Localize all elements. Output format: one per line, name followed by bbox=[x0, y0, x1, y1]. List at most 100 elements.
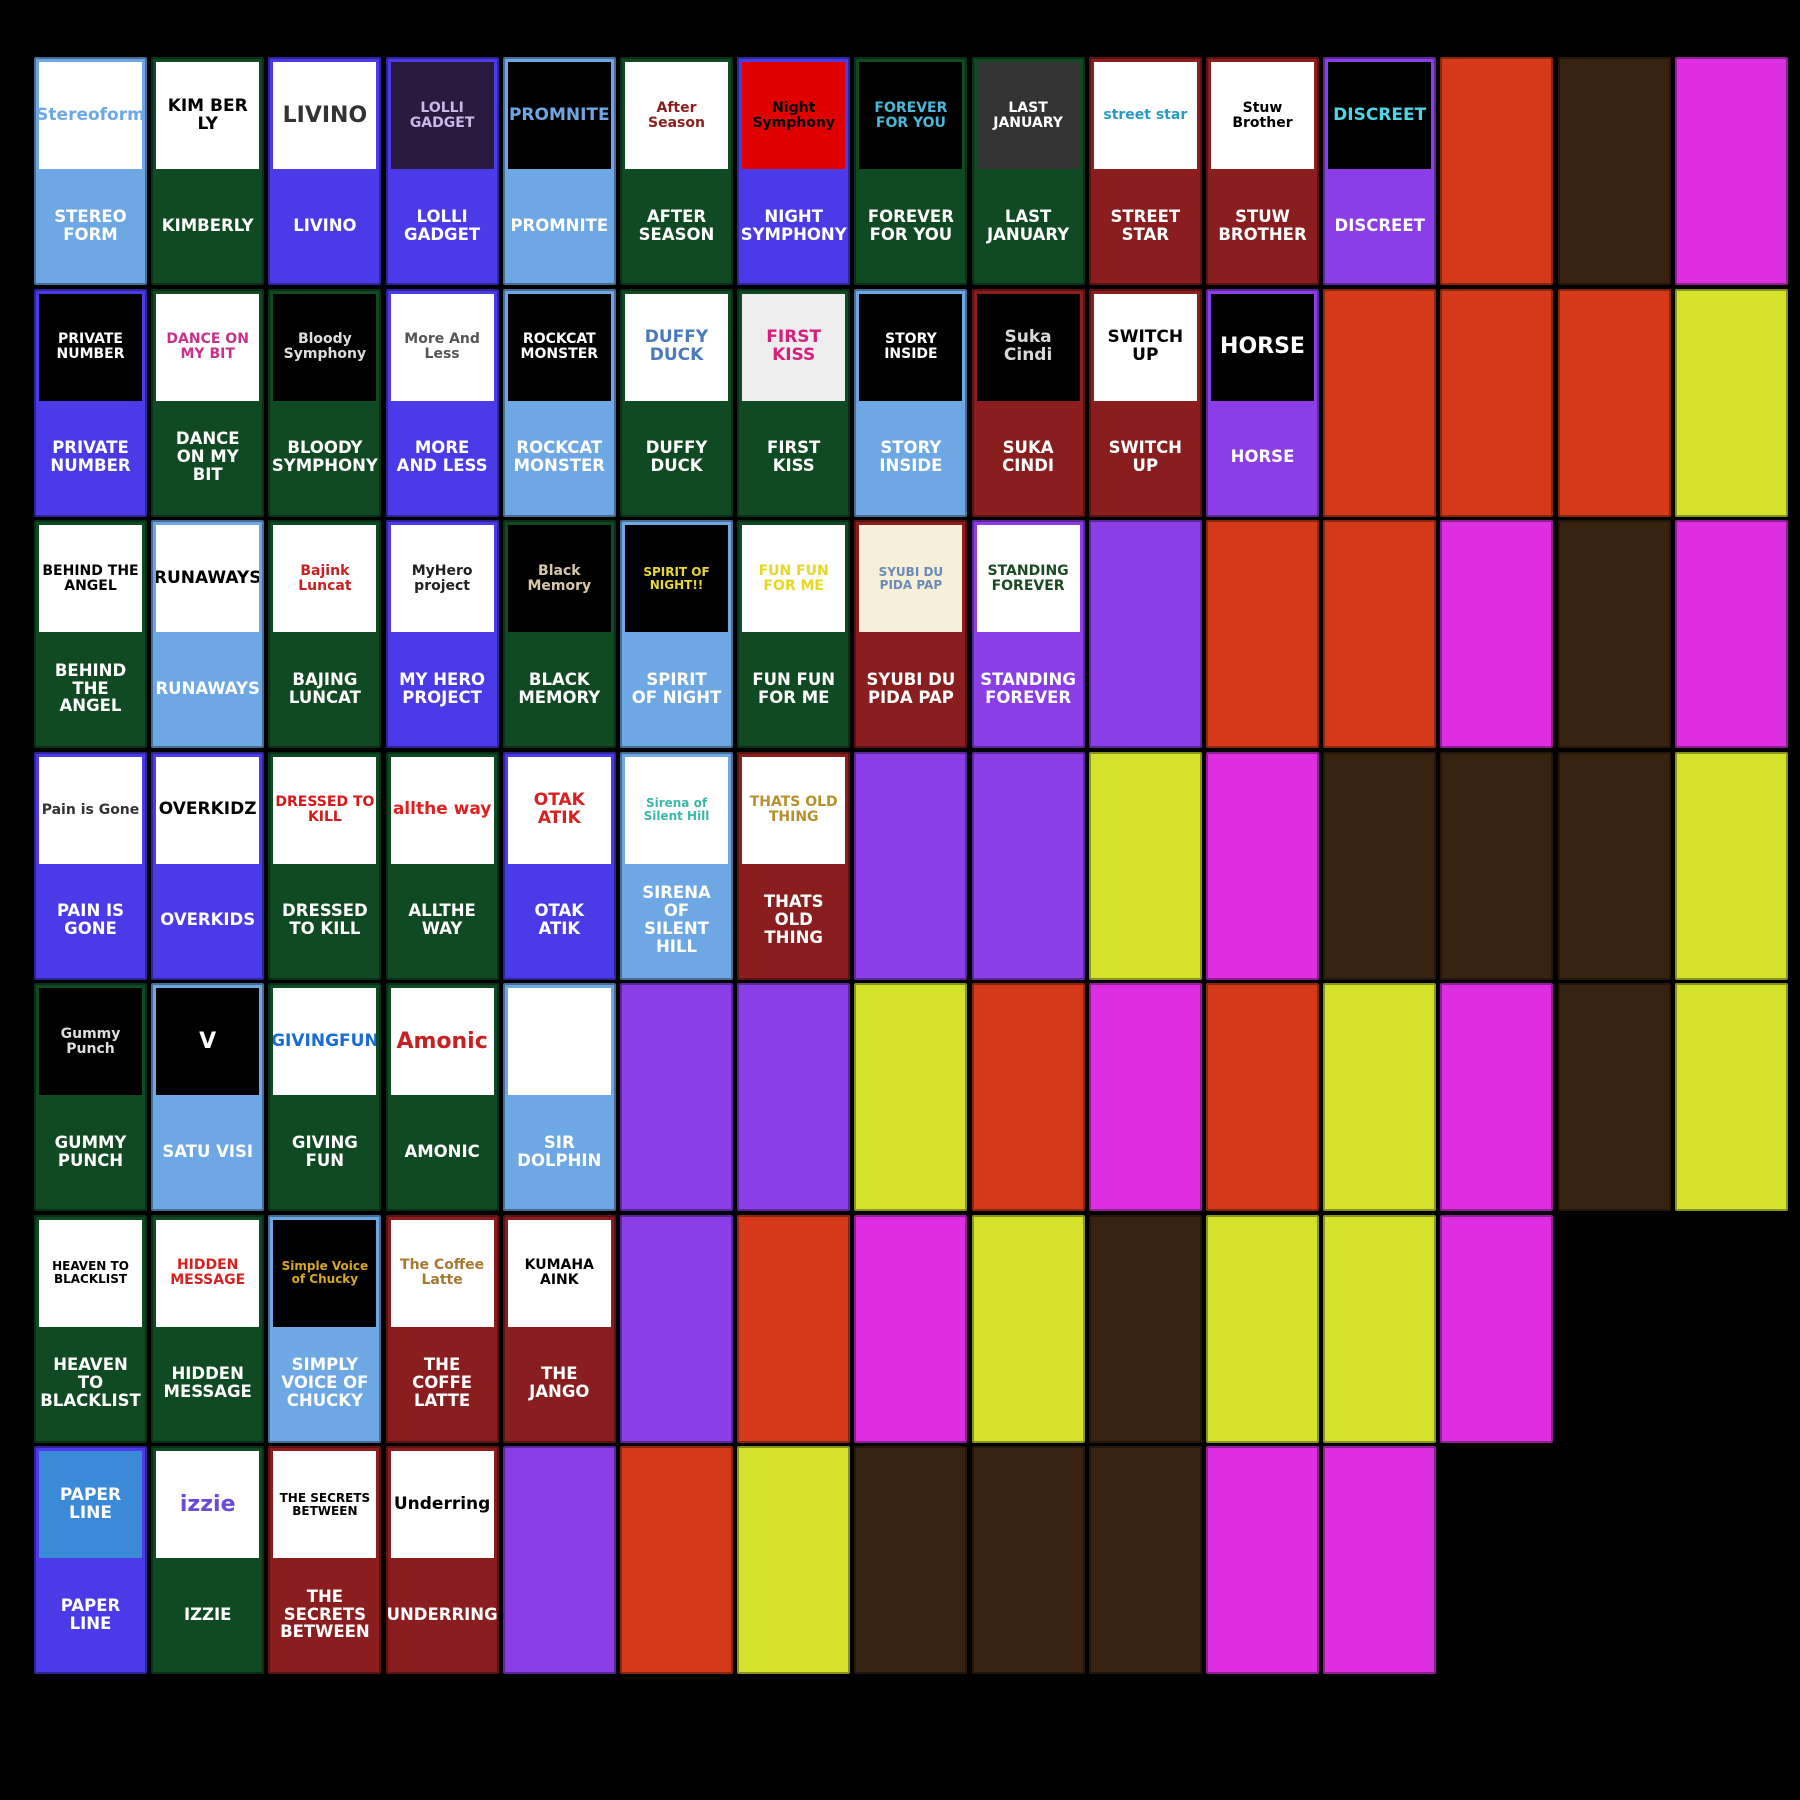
band-tile-dressed-to-kill[interactable]: DRESSED TO KILL DRESSED TO KILL bbox=[268, 751, 382, 980]
band-tile-overkids[interactable]: OVERKIDZ OVERKIDS bbox=[151, 751, 265, 980]
band-tile-switch-up[interactable]: SWITCH UP SWITCH UP bbox=[1088, 288, 1202, 517]
filler-tile-brown[interactable] bbox=[1557, 520, 1671, 748]
filler-tile-lime[interactable] bbox=[1323, 983, 1437, 1211]
band-tile-duffy-duck[interactable]: DUFFY DUCK DUFFY DUCK bbox=[620, 288, 733, 517]
filler-tile-brown[interactable] bbox=[1440, 751, 1554, 980]
filler-tile-lime[interactable] bbox=[1323, 1214, 1437, 1443]
filler-tile-purple[interactable] bbox=[971, 751, 1085, 980]
filler-tile-orange[interactable] bbox=[1206, 983, 1319, 1211]
band-tile-runaways[interactable]: RUNAWAYS RUNAWAYS bbox=[151, 520, 265, 748]
band-tile-pain-is-gone[interactable]: Pain is Gone PAIN IS GONE bbox=[34, 751, 147, 980]
band-tile-the-coffe-latte[interactable]: The Coffee Latte THE COFFE LATTE bbox=[385, 1214, 499, 1443]
filler-tile-orange[interactable] bbox=[737, 1214, 851, 1443]
filler-tile-purple[interactable] bbox=[1088, 520, 1202, 748]
band-tile-giving-fun[interactable]: GIVINGFUN GIVING FUN bbox=[268, 983, 382, 1211]
band-tile-syubi-du-pida-pap[interactable]: SYUBI DU PIDA PAP SYUBI DU PIDA PAP bbox=[854, 520, 968, 748]
filler-tile-brown[interactable] bbox=[1088, 1446, 1202, 1674]
filler-tile-magenta[interactable] bbox=[1440, 983, 1554, 1211]
filler-tile-orange[interactable] bbox=[1440, 288, 1554, 517]
band-tile-story-inside[interactable]: STORY INSIDE STORY INSIDE bbox=[854, 288, 968, 517]
filler-tile-lime[interactable] bbox=[1674, 983, 1788, 1211]
band-tile-night-symphony[interactable]: Night Symphony NIGHT SYMPHONY bbox=[737, 57, 851, 285]
band-tile-stuw-brother[interactable]: Stuw Brother STUW BROTHER bbox=[1206, 57, 1319, 285]
band-tile-black-memory[interactable]: Black Memory BLACK MEMORY bbox=[502, 520, 616, 748]
band-tile-after-season[interactable]: After Season AFTER SEASON bbox=[620, 57, 733, 285]
filler-tile-lime[interactable] bbox=[1088, 751, 1202, 980]
band-tile-the-secrets-between[interactable]: THE SECRETS BETWEEN THE SECRETS BETWEEN bbox=[268, 1446, 382, 1674]
band-tile-bloody-symphony[interactable]: Bloody Symphony BLOODY SYMPHONY bbox=[268, 288, 382, 517]
band-tile-sirena-of-silent-hill[interactable]: Sirena of Silent Hill SIRENA OF SILENT HI… bbox=[620, 751, 733, 980]
filler-tile-orange[interactable] bbox=[1206, 520, 1319, 748]
filler-tile-brown[interactable] bbox=[1557, 57, 1671, 285]
filler-tile-brown[interactable] bbox=[1557, 751, 1671, 980]
band-tile-spirit-of-night[interactable]: SPIRIT OF NIGHT!! SPIRIT OF NIGHT bbox=[620, 520, 733, 748]
band-tile-heaven-to-blacklist[interactable]: HEAVEN TO BLACKLIST HEAVEN TO BLACKLIST bbox=[34, 1214, 147, 1443]
band-tile-bajing-luncat[interactable]: Bajink Luncat BAJING LUNCAT bbox=[268, 520, 382, 748]
filler-tile-lime[interactable] bbox=[854, 983, 968, 1211]
band-tile-izzie[interactable]: izzie IZZIE bbox=[151, 1446, 265, 1674]
band-tile-gummy-punch[interactable]: Gummy Punch GUMMY PUNCH bbox=[34, 983, 147, 1211]
band-tile-underring[interactable]: Underring UNDERRING bbox=[385, 1446, 499, 1674]
filler-tile-lime[interactable] bbox=[971, 1214, 1085, 1443]
filler-tile-magenta[interactable] bbox=[1674, 57, 1788, 285]
filler-tile-purple[interactable] bbox=[620, 983, 733, 1211]
band-tile-otak-atik[interactable]: OTAK ATIK OTAK ATIK bbox=[502, 751, 616, 980]
filler-tile-magenta[interactable] bbox=[1323, 1446, 1437, 1674]
band-tile-rockcat-monster[interactable]: ROCKCAT MONSTER ROCKCAT MONSTER bbox=[502, 288, 616, 517]
filler-tile-magenta[interactable] bbox=[1674, 520, 1788, 748]
filler-tile-magenta[interactable] bbox=[1088, 983, 1202, 1211]
filler-tile-orange[interactable] bbox=[1323, 520, 1437, 748]
band-tile-suka-cindi[interactable]: Suka Cindi SUKA CINDI bbox=[971, 288, 1085, 517]
filler-tile-magenta[interactable] bbox=[1206, 1446, 1319, 1674]
band-tile-simply-voice-of-chucky[interactable]: Simple Voice of Chucky SIMPLY VOICE OF CH… bbox=[268, 1214, 382, 1443]
filler-tile-orange[interactable] bbox=[971, 983, 1085, 1211]
filler-tile-lime[interactable] bbox=[1206, 1214, 1319, 1443]
filler-tile-orange[interactable] bbox=[1440, 57, 1554, 285]
band-tile-lolli-gadget[interactable]: LOLLI GADGET LOLLI GADGET bbox=[385, 57, 499, 285]
filler-tile-brown[interactable] bbox=[1557, 983, 1671, 1211]
band-tile-horse[interactable]: HORSE HORSE bbox=[1206, 288, 1319, 517]
filler-tile-purple[interactable] bbox=[854, 751, 968, 980]
band-tile-my-hero-project[interactable]: MyHero project MY HERO PROJECT bbox=[385, 520, 499, 748]
filler-tile-magenta[interactable] bbox=[854, 1214, 968, 1443]
band-tile-the-jango[interactable]: KUMAHA AINK THE JANGO bbox=[502, 1214, 616, 1443]
band-tile-fun-fun-for-me[interactable]: FUN FUN FOR ME FUN FUN FOR ME bbox=[737, 520, 851, 748]
band-tile-paper-line[interactable]: PAPER LINE PAPER LINE bbox=[34, 1446, 147, 1674]
band-tile-dance-on-my-bit[interactable]: DANCE ON MY BIT DANCE ON MY BIT bbox=[151, 288, 265, 517]
filler-tile-lime[interactable] bbox=[1674, 751, 1788, 980]
filler-tile-lime[interactable] bbox=[737, 1446, 851, 1674]
band-tile-kimberly[interactable]: KIM BER LY KIMBERLY bbox=[151, 57, 265, 285]
filler-tile-magenta[interactable] bbox=[1440, 1214, 1554, 1443]
band-tile-forever-for-you[interactable]: FOREVER FOR YOU FOREVER FOR YOU bbox=[854, 57, 968, 285]
band-tile-livino[interactable]: LIVINO LIVINO bbox=[268, 57, 382, 285]
filler-tile-magenta[interactable] bbox=[1206, 751, 1319, 980]
band-tile-stereo-form[interactable]: Stereoform STEREO FORM bbox=[34, 57, 147, 285]
filler-tile-orange[interactable] bbox=[1323, 288, 1437, 517]
band-tile-street-star[interactable]: street star STREET STAR bbox=[1088, 57, 1202, 285]
band-tile-last-january[interactable]: LAST JANUARY LAST JANUARY bbox=[971, 57, 1085, 285]
band-tile-private-number[interactable]: PRIVATE NUMBER PRIVATE NUMBER bbox=[34, 288, 147, 517]
band-tile-allthe-way[interactable]: allthe way ALLTHE WAY bbox=[385, 751, 499, 980]
band-tile-promnite[interactable]: PROMNITE PROMNITE bbox=[502, 57, 616, 285]
filler-tile-brown[interactable] bbox=[854, 1446, 968, 1674]
filler-tile-orange[interactable] bbox=[1557, 288, 1671, 517]
filler-tile-brown[interactable] bbox=[971, 1446, 1085, 1674]
band-tile-satu-visi[interactable]: V SATU VISI bbox=[151, 983, 265, 1211]
band-tile-thats-old-thing[interactable]: THATS OLD THING THATS OLD THING bbox=[737, 751, 851, 980]
band-tile-amonic[interactable]: Amonic AMONIC bbox=[385, 983, 499, 1211]
band-tile-behind-the-angel[interactable]: BEHIND THE ANGEL BEHIND THE ANGEL bbox=[34, 520, 147, 748]
band-tile-standing-forever[interactable]: STANDING FOREVER STANDING FOREVER bbox=[971, 520, 1085, 748]
band-tile-more-and-less[interactable]: More And Less MORE AND LESS bbox=[385, 288, 499, 517]
filler-tile-purple[interactable] bbox=[620, 1214, 733, 1443]
filler-tile-magenta[interactable] bbox=[1440, 520, 1554, 748]
filler-tile-brown[interactable] bbox=[1323, 751, 1437, 980]
filler-tile-orange[interactable] bbox=[620, 1446, 733, 1674]
filler-tile-purple[interactable] bbox=[737, 983, 851, 1211]
filler-tile-purple[interactable] bbox=[502, 1446, 616, 1674]
band-tile-sir-dolphin[interactable]: SIR DOLPHIN bbox=[502, 983, 616, 1211]
band-tile-hidden-message[interactable]: HIDDEN MESSAGE HIDDEN MESSAGE bbox=[151, 1214, 265, 1443]
band-tile-first-kiss[interactable]: FIRST KISS FIRST KISS bbox=[737, 288, 851, 517]
filler-tile-brown[interactable] bbox=[1088, 1214, 1202, 1443]
band-tile-discreet[interactable]: DISCREET DISCREET bbox=[1323, 57, 1437, 285]
filler-tile-lime[interactable] bbox=[1674, 288, 1788, 517]
